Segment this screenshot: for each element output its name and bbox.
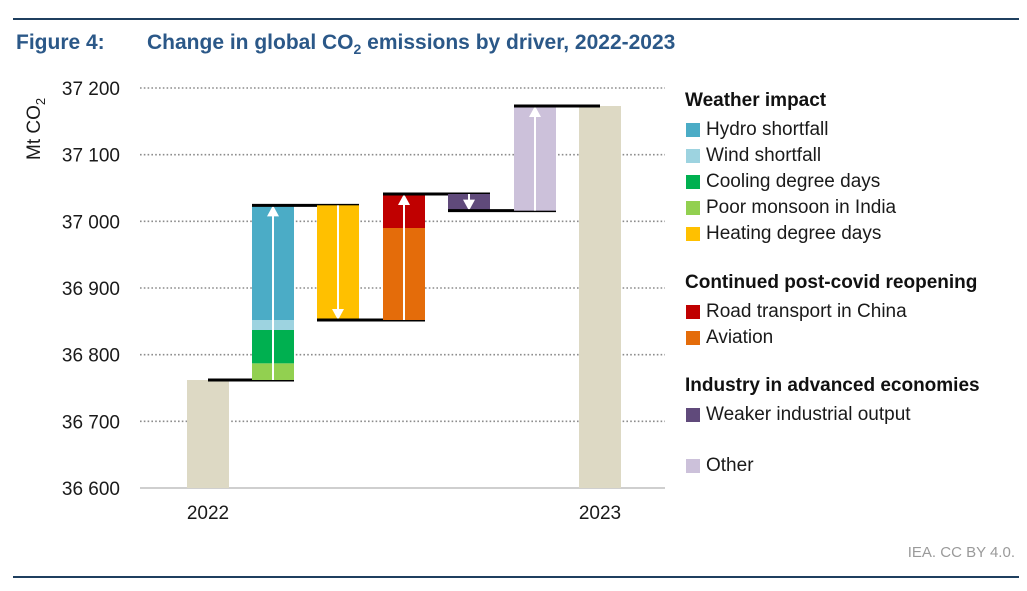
legend-item-label: Wind shortfall: [706, 145, 822, 166]
change-arrow-head: [463, 199, 475, 211]
legend-item: Aviation: [686, 327, 773, 349]
legend-item-label: Other: [706, 455, 754, 476]
y-tick-label: 36 800: [62, 346, 120, 367]
y-tick-label: 37 200: [62, 79, 120, 100]
figure-title-subscript: 2: [353, 41, 362, 58]
legend-item-label: Weaker industrial output: [706, 404, 911, 425]
legend-item-label: Hydro shortfall: [706, 119, 829, 140]
legend-item: Heating degree days: [686, 223, 881, 245]
x-tick-label: 2023: [579, 503, 621, 524]
legend-item: Wind shortfall: [686, 145, 821, 167]
figure-title-main: Change in global CO: [147, 31, 354, 54]
legend-item: Cooling degree days: [686, 171, 880, 193]
y-axis-label: Mt CO2: [24, 98, 48, 160]
top-rule: [13, 18, 1019, 20]
change-arrow-head: [267, 205, 279, 217]
y-axis-label-subscript: 2: [33, 98, 48, 105]
legend-item: Weaker industrial output: [686, 404, 911, 426]
y-tick-label: 36 700: [62, 412, 120, 433]
bottom-rule: [13, 576, 1019, 578]
legend-swatch: [686, 459, 700, 473]
total-bar: [579, 106, 621, 488]
waterfall-chart: 36 600 36 700 36 800 36 900 37 000 37 100 37 2…: [24, 79, 665, 524]
legend-item-label: Poor monsoon in India: [706, 197, 897, 218]
legend-swatch: [686, 408, 700, 422]
y-tick-label: 37 100: [62, 146, 120, 167]
x-tick-label: 2022: [187, 503, 229, 524]
legend-item: Hydro shortfall: [686, 119, 829, 141]
y-tick-label: 36 600: [62, 479, 120, 500]
legend-swatch: [686, 175, 700, 189]
legend-group-title: Continued post-covid reopening: [685, 272, 978, 293]
total-bar: [187, 380, 229, 488]
legend-swatch: [686, 305, 700, 319]
legend-item: Road transport in China: [686, 301, 907, 323]
legend-item: Poor monsoon in India: [686, 197, 896, 219]
figure-title-rest: emissions by driver, 2022-2023: [361, 31, 676, 54]
legend-swatch: [686, 331, 700, 345]
y-tick-label: 36 900: [62, 279, 120, 300]
legend-item-label: Road transport in China: [706, 301, 907, 322]
y-axis-label-main: Mt CO: [24, 105, 45, 160]
legend-swatch: [686, 227, 700, 241]
legend-swatch: [686, 123, 700, 137]
legend-group-title: Weather impact: [685, 90, 827, 111]
change-arrow-head: [398, 194, 410, 205]
legend-item: Other: [686, 455, 754, 477]
legend-swatch: [686, 201, 700, 215]
legend-item-label: Cooling degree days: [706, 171, 881, 192]
legend-item-label: Aviation: [706, 327, 774, 348]
credit-text: IEA. CC BY 4.0.: [907, 544, 1015, 561]
figure-title: Change in global CO2 emissions by driver…: [147, 31, 675, 57]
change-arrow-head: [332, 309, 344, 320]
y-tick-label: 37 000: [62, 212, 120, 233]
legend-item-label: Heating degree days: [706, 223, 882, 244]
figure-label: Figure 4:: [16, 31, 105, 54]
legend-group-title: Industry in advanced economies: [685, 375, 980, 396]
legend-swatch: [686, 149, 700, 163]
change-arrow-head: [529, 106, 541, 117]
